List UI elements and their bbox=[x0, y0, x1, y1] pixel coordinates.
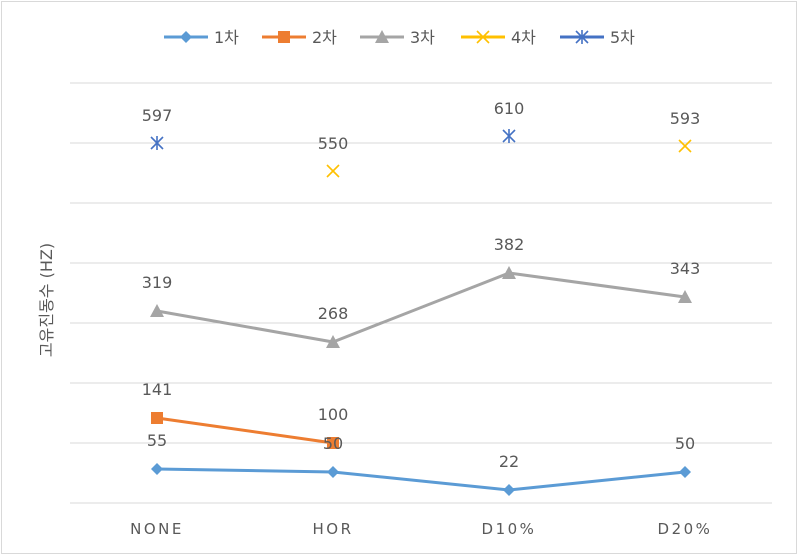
data-point bbox=[326, 164, 340, 178]
x-tick-label: D10% bbox=[482, 520, 537, 538]
legend-label: 1차 bbox=[214, 28, 239, 47]
data-label: 22 bbox=[499, 452, 519, 471]
series-2 bbox=[151, 412, 339, 449]
data-point bbox=[679, 466, 691, 478]
data-label: 319 bbox=[142, 273, 173, 292]
data-point bbox=[150, 304, 164, 317]
legend-swatch-marker bbox=[375, 30, 389, 43]
gridlines bbox=[70, 82, 772, 504]
data-label: 50 bbox=[323, 434, 343, 453]
legend-item-2: 2차 bbox=[262, 28, 337, 47]
legend: 1차 2차 3차 4차 5차 bbox=[164, 28, 635, 47]
marker-stroke bbox=[476, 30, 490, 44]
data-label: 141 bbox=[142, 380, 173, 399]
series-layer bbox=[150, 129, 692, 496]
legend-label: 3차 bbox=[410, 28, 435, 47]
legend-item-3: 3차 bbox=[360, 28, 435, 47]
x-tick-label: NONE bbox=[130, 520, 184, 538]
legend-label: 5차 bbox=[610, 28, 635, 47]
legend-label: 4차 bbox=[511, 28, 536, 47]
legend-item-5: 5차 bbox=[560, 28, 635, 47]
x-tick-label: D20% bbox=[658, 520, 713, 538]
legend-item-4: 4차 bbox=[461, 28, 536, 47]
legend-swatch-marker bbox=[476, 30, 490, 44]
data-label: 593 bbox=[670, 109, 701, 128]
data-point bbox=[502, 266, 516, 279]
x-axis: NONE HOR D10% D20% bbox=[130, 520, 713, 538]
data-label: 100 bbox=[318, 405, 349, 424]
data-label: 268 bbox=[318, 304, 349, 323]
legend-swatch-marker bbox=[278, 31, 290, 43]
data-label: 343 bbox=[670, 259, 701, 278]
data-point bbox=[327, 437, 339, 449]
data-point bbox=[150, 136, 164, 150]
series-line bbox=[156, 271, 686, 344]
data-point bbox=[678, 290, 692, 303]
data-point bbox=[503, 484, 515, 496]
legend-label: 2차 bbox=[312, 28, 337, 47]
legend-swatch-marker bbox=[180, 31, 192, 43]
marker-stroke bbox=[678, 139, 692, 153]
data-labels: 55 50 22 50 141 100 319 268 382 343 550 593 597 610 bbox=[142, 99, 701, 471]
series-3 bbox=[150, 266, 692, 348]
data-point bbox=[678, 139, 692, 153]
data-point bbox=[151, 412, 163, 424]
data-label: 550 bbox=[318, 134, 349, 153]
data-label: 610 bbox=[494, 99, 525, 118]
x-tick-label: HOR bbox=[312, 520, 353, 538]
data-label: 382 bbox=[494, 235, 525, 254]
series-1 bbox=[151, 463, 691, 496]
data-point bbox=[326, 335, 340, 348]
legend-item-1: 1차 bbox=[164, 28, 239, 47]
series-line bbox=[156, 467, 686, 492]
data-point bbox=[327, 466, 339, 478]
legend-swatch-marker bbox=[575, 30, 589, 44]
series-4 bbox=[326, 139, 692, 178]
series-line bbox=[156, 416, 334, 445]
data-point bbox=[502, 129, 516, 143]
data-label: 597 bbox=[142, 106, 173, 125]
y-axis-label: 고유진동수 (HZ) bbox=[37, 243, 56, 357]
data-point bbox=[151, 463, 163, 475]
series-5 bbox=[150, 129, 516, 150]
data-label: 55 bbox=[147, 431, 167, 450]
data-label: 50 bbox=[675, 434, 695, 453]
marker-stroke bbox=[326, 164, 340, 178]
